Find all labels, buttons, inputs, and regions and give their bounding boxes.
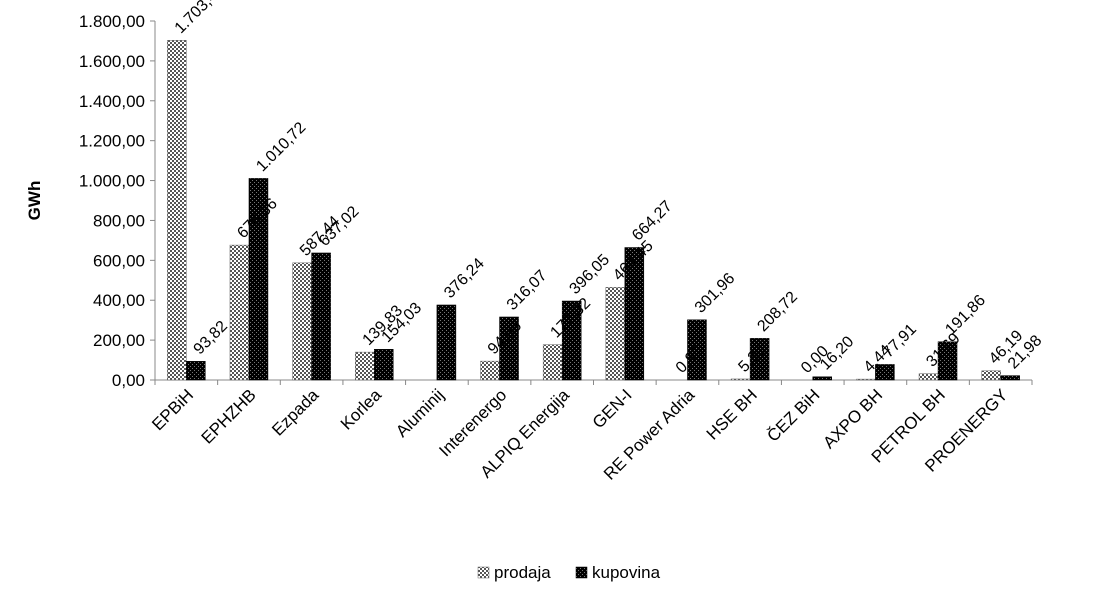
bars (167, 40, 1020, 381)
bar-prodaja (480, 360, 500, 381)
legend: prodaja kupovina (477, 563, 661, 582)
data-label-kupovina: 191,86 (942, 292, 989, 339)
bar-prodaja (355, 351, 375, 381)
data-label-prodaja: 1.703,48 (172, 0, 228, 37)
bar-prodaja (292, 262, 312, 381)
y-axis: 0,00 200,00 400,00 600,00 800,00 1.000,00 1.20… (79, 12, 156, 390)
data-label-kupovina: 1.010,72 (253, 119, 309, 175)
legend-swatch-prodaja (477, 566, 490, 579)
bar-prodaja (605, 287, 626, 381)
x-axis: EPBiH EPHZHB Ezpada Korlea AluminijInterener… (148, 379, 1033, 484)
bar-prodaja (542, 344, 563, 381)
data-label-kupovina: 664,27 (629, 198, 676, 245)
bar-prodaja (229, 244, 250, 381)
bar-kupovina (186, 361, 206, 381)
data-label-kupovina: 376,24 (441, 255, 488, 302)
data-label-kupovina: 93,82 (191, 318, 231, 358)
y-tick-label: 1.600,00 (79, 52, 145, 71)
x-tick-label: ČEZ BiH (763, 385, 823, 445)
x-tick-label: Aluminij (392, 385, 448, 441)
bar-kupovina (311, 252, 331, 381)
data-label-kupovina: 208,72 (754, 289, 801, 336)
legend-label-prodaja: prodaja (494, 563, 551, 582)
x-tick-label: Ezpada (268, 385, 323, 440)
legend-label-kupovina: kupovina (592, 563, 661, 582)
bar-kupovina (1000, 375, 1020, 381)
y-tick-label: 1.000,00 (79, 172, 145, 191)
legend-swatch-kupovina (575, 566, 588, 579)
y-tick-label: 800,00 (93, 211, 145, 230)
bar-kupovina (875, 364, 895, 381)
data-label-kupovina: 77,91 (880, 321, 920, 361)
bar-kupovina (374, 349, 394, 381)
bar-kupovina (624, 247, 645, 381)
data-label-kupovina: 316,07 (504, 267, 551, 314)
bar-kupovina (436, 304, 457, 381)
bar-kupovina (499, 316, 519, 381)
y-tick-label: 400,00 (93, 291, 145, 310)
bar-kupovina (937, 341, 958, 381)
bar-kupovina (749, 338, 770, 381)
x-tick-label: EPBiH (148, 385, 197, 434)
x-tick-label: Korlea (337, 385, 386, 434)
y-tick-label: 0,00 (112, 371, 145, 390)
bar-kupovina (561, 300, 582, 381)
y-tick-label: 1.400,00 (79, 92, 145, 111)
y-tick-label: 200,00 (93, 331, 145, 350)
y-tick-label: 1.800,00 (79, 12, 145, 31)
x-tick-label: HSE BH (703, 385, 761, 443)
data-label-kupovina: 301,96 (692, 270, 739, 317)
x-tick-label: EPHZHB (198, 385, 260, 447)
bar-prodaja (730, 378, 751, 381)
bar-kupovina (812, 376, 832, 381)
y-tick-label: 600,00 (93, 251, 145, 270)
x-tick-label: AXPO BH (819, 385, 886, 452)
bar-prodaja (856, 378, 876, 381)
x-tick-label: GEN-I (589, 385, 636, 432)
bar-kupovina (248, 178, 269, 381)
bar-prodaja (981, 370, 1001, 381)
y-axis-title: GWh (25, 181, 44, 221)
bar-prodaja (918, 373, 939, 381)
y-tick-label: 1.200,00 (79, 132, 145, 151)
bar-prodaja (167, 40, 187, 381)
bar-kupovina (687, 319, 707, 381)
